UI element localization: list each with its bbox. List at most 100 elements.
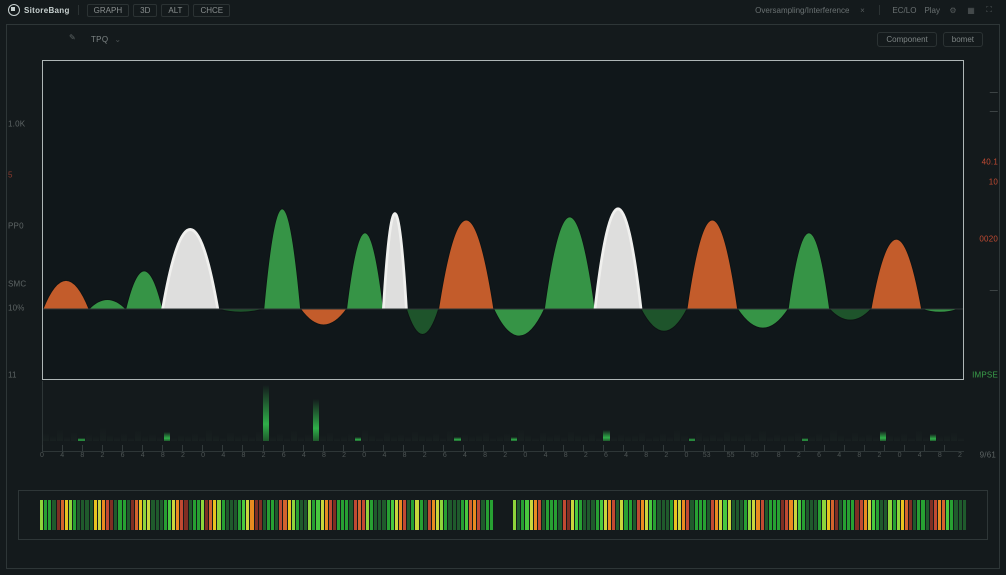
header-chip-play[interactable]: Play [924,6,940,15]
spectrum-bar [106,500,109,530]
y-left-label: 10% [8,304,25,313]
volume-bar [830,429,836,441]
spectrum-bar [851,500,854,530]
volume-bar [305,434,311,441]
spectrum-bar [271,500,274,530]
spectrum-bar [587,500,590,530]
spectrum-bar [321,500,324,530]
spectrum-bar [362,500,365,530]
wave-chart [42,60,964,380]
spectrum-bar [517,500,520,530]
spectrum-bar [477,500,480,530]
spectrum-bar [835,500,838,530]
volume-bar [632,435,638,441]
spectrum-bar [90,500,93,530]
spectrum-bar [567,500,570,530]
volume-bar [114,437,120,441]
spectrum-bar [707,500,710,530]
spectrum-bar [123,500,126,530]
volume-bar [100,427,106,441]
volume-panel [42,381,964,451]
spectrum-bar [616,500,619,530]
volume-bar [873,437,879,441]
mode-button-2[interactable]: ALT [161,4,189,17]
spectrum-bar [354,500,357,530]
spectrum-bar [620,500,623,530]
spectrum-bar [583,500,586,530]
volume-bar [277,433,283,441]
spectrum-bar [950,500,953,530]
volume-bar [589,433,595,441]
spectrum-bar [432,500,435,530]
spectrum-bar [690,500,693,530]
gear-icon[interactable]: ⚙ [947,4,959,16]
y-right-label: — [990,286,998,295]
volume-bar [440,438,446,441]
volume-bar [923,437,929,441]
spectrum-bar [473,500,476,530]
volume-bar [298,437,304,441]
volume-bar [781,436,787,441]
volume-bar [738,436,744,441]
spectrum-bar [234,500,237,530]
subbar-caret-icon[interactable]: ⌄ [114,35,121,44]
spectrum-bar [534,500,537,530]
header-chip-eclo[interactable]: EC/LO [892,6,916,15]
spectrum-bar [481,500,484,530]
spectrum-bar [61,500,64,530]
spectrum-bar [486,500,489,530]
spectrum-bar [550,500,553,530]
spectrum-bar [905,500,908,530]
spectrum-bar [773,500,776,530]
spectrum-bar [596,500,599,530]
volume-bar [887,435,893,441]
spectrum-bar [391,500,394,530]
volume-bar [242,434,248,441]
spectrum-bar [164,500,167,530]
volume-bar [476,435,482,441]
spectrum-bar [267,500,270,530]
y-right-label: 40.1 [982,158,998,167]
volume-bar [71,432,77,441]
spectrum-bar [453,500,456,530]
spectrum-bar [864,500,867,530]
volume-bar [561,437,567,441]
volume-bar [958,438,964,441]
sub-bar: ✎ TPQ ⌄ Component bomet [7,25,999,53]
volume-bar [341,436,347,441]
brand-logo [8,4,20,16]
spectrum-bar [822,500,825,530]
y-right-label: — [990,107,998,116]
volume-bar [43,433,49,441]
expand-icon[interactable]: ⛶ [983,4,995,16]
volume-bar [866,434,872,441]
mode-button-0[interactable]: GRAPH [87,4,129,17]
volume-bar [653,436,659,441]
spectrum-bar [374,500,377,530]
y-right-label: IMPSE [972,371,998,380]
volume-bar [369,435,375,441]
spectrum-bar [591,500,594,530]
spectrum-bar [48,500,51,530]
spectrum-bar [345,500,348,530]
close-icon[interactable]: × [856,4,868,16]
spectrum-bar [114,500,117,530]
volume-bar [384,432,390,441]
chip-bomet[interactable]: bomet [943,32,983,47]
volume-bar [497,436,503,441]
spectrum-bar [444,500,447,530]
xaxis-right-label: 9/61 [980,451,996,460]
chip-component[interactable]: Component [877,32,936,47]
mode-button-1[interactable]: 3D [133,4,157,17]
pencil-icon[interactable]: ✎ [69,33,76,42]
volume-bar [249,437,255,441]
spectrum-bar [855,500,858,530]
volume-bar [745,433,751,441]
volume-bar [908,438,914,441]
mode-button-3[interactable]: CHCE [193,4,230,17]
grid-icon[interactable]: ▦ [965,4,977,16]
spectrum-bar [57,500,60,530]
spectrum-bar [312,500,315,530]
volume-bar [511,437,517,441]
volume-bar [447,430,453,441]
